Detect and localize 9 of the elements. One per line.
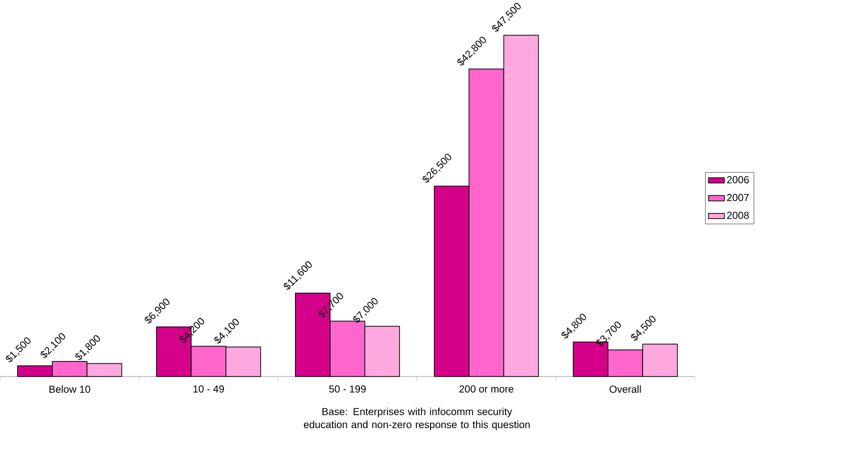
x-tick-label: Below 10 (50, 385, 90, 393)
x-tick-label: Overall (610, 385, 641, 393)
legend-label: 2007 (727, 194, 749, 202)
x-tick-label: 200 or more (459, 385, 514, 393)
legend-label: 2008 (727, 212, 749, 220)
x-tick-label: 10 - 49 (193, 385, 224, 393)
x-tick-label: 50 - 199 (329, 385, 366, 393)
text: Base: Enterprises with infocomm security education and non-zero response to this question (304, 408, 530, 430)
legend-label: 2006 (727, 176, 749, 184)
